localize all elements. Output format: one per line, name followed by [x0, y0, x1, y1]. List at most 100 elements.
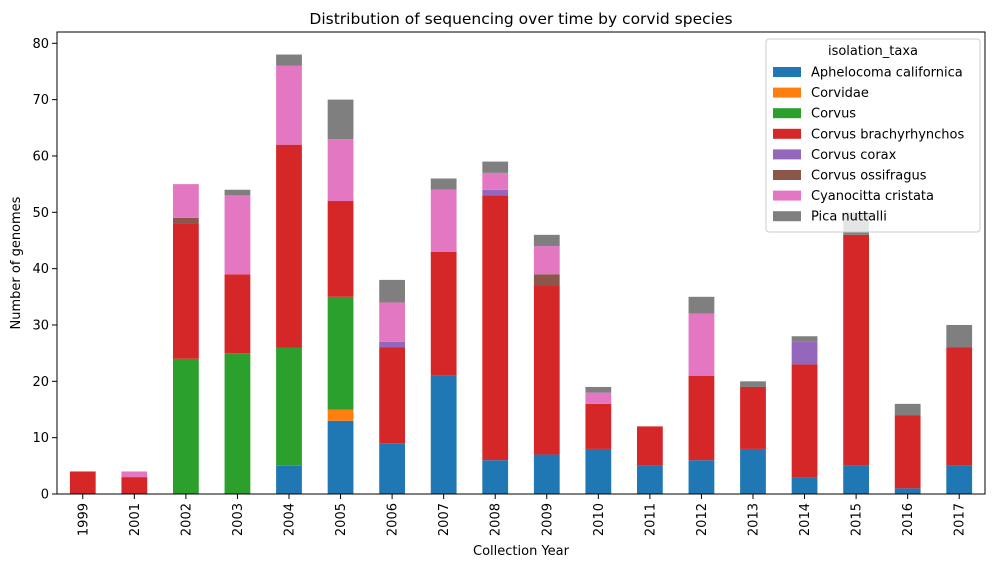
bar-segment-2008-0 [482, 460, 509, 494]
bar-segment-2012-6 [688, 313, 715, 376]
bar-segment-2014-3 [791, 364, 818, 478]
bar-segment-2014-7 [791, 336, 818, 342]
bar-segment-2013-0 [740, 448, 766, 494]
x-tick-label-2008: 2008 [489, 503, 504, 536]
bar-segment-2017-7 [946, 324, 973, 348]
bar-segment-2014-4 [791, 341, 818, 365]
legend-swatch-1 [773, 87, 801, 98]
bar-segment-2006-6 [379, 302, 405, 342]
y-tick-label-50: 50 [32, 206, 49, 221]
bar-segment-2016-7 [894, 403, 921, 416]
y-tick-label-20: 20 [32, 375, 49, 390]
bar-segment-2010-7 [585, 386, 612, 393]
x-tick-label-2007: 2007 [437, 503, 452, 536]
bar-segment-2005-2 [327, 296, 354, 410]
y-tick-label-80: 80 [32, 37, 49, 52]
x-tick-label-2014: 2014 [798, 503, 813, 536]
x-tick-label-2001: 2001 [128, 503, 143, 536]
plot-frame [56, 31, 986, 495]
bar-segment-2005-0 [327, 420, 354, 494]
legend-swatch-4 [773, 149, 801, 160]
bar-segment-2006-3 [379, 347, 405, 444]
bar-segment-2004-2 [276, 347, 302, 466]
bar-segment-2008-7 [482, 161, 509, 173]
legend-title: isolation_taxa [828, 44, 918, 59]
legend-swatch-3 [773, 128, 801, 139]
x-tick-label-2012: 2012 [695, 503, 710, 536]
bar-segment-2008-6 [482, 172, 509, 190]
y-tick-label-30: 30 [32, 318, 49, 333]
bar-segment-2016-0 [894, 488, 921, 494]
bar-segment-2016-3 [894, 415, 921, 489]
legend-label-7: Pica nuttalli [811, 210, 887, 225]
y-tick-label-60: 60 [32, 149, 49, 164]
bar-segment-2013-7 [740, 381, 766, 387]
x-tick-label-2010: 2010 [592, 503, 607, 536]
bar-segment-2017-3 [946, 347, 973, 466]
bar-segment-2009-7 [533, 234, 560, 247]
bar-segment-2015-3 [843, 234, 869, 466]
bar-segment-2014-0 [791, 477, 818, 494]
bar-segment-2003-3 [224, 274, 251, 354]
bar-segment-2011-0 [637, 465, 663, 494]
y-tick-label-10: 10 [32, 431, 49, 446]
legend-label-4: Corvus corax [811, 148, 897, 163]
x-tick-label-2002: 2002 [179, 503, 194, 536]
bars-layer [69, 54, 973, 494]
legend-label-6: Cyanocitta cristata [811, 189, 934, 204]
x-tick-label-2016: 2016 [901, 503, 916, 536]
x-tick-label-2004: 2004 [283, 503, 298, 536]
bar-segment-2007-6 [430, 189, 457, 252]
bar-segment-2005-3 [327, 201, 354, 297]
bar-segment-2007-0 [430, 375, 457, 494]
bar-segment-2002-2 [173, 358, 199, 494]
x-tick-label-2015: 2015 [850, 503, 865, 536]
bar-segment-2005-1 [327, 409, 354, 421]
bar-segment-2007-7 [430, 178, 457, 190]
bar-segment-2002-3 [173, 223, 199, 359]
bar-segment-2006-4 [379, 341, 405, 348]
bar-segment-2005-6 [327, 139, 354, 202]
bar-segment-2009-6 [533, 246, 560, 275]
bar-segment-2012-0 [688, 460, 715, 494]
bar-segment-2008-4 [482, 189, 509, 196]
legend-label-3: Corvus brachyrhynchos [811, 127, 964, 142]
legend-entries: Aphelocoma californica Corvidae Corvus Corv… [773, 66, 964, 225]
legend: isolation_taxa Aphelocoma californica Cor… [765, 38, 981, 233]
x-tick-label-2006: 2006 [386, 503, 401, 536]
legend-label-1: Corvidae [811, 86, 869, 101]
bar-segment-2017-0 [946, 465, 973, 494]
legend-swatch-6 [773, 190, 801, 201]
legend-swatch-0 [773, 67, 801, 77]
bar-segment-2006-7 [379, 279, 405, 303]
bar-segment-2010-6 [585, 392, 612, 404]
legend-swatch-7 [773, 211, 801, 222]
axes-layer: 0 10 20 30 40 50 60 70 80 1999 2001 2002 2003 2004 200… [32, 31, 986, 536]
legend-swatch-5 [773, 170, 801, 180]
chart-title: Distribution of sequencing over time by … [309, 10, 732, 28]
y-tick-label-0: 0 [41, 488, 49, 503]
bar-segment-2013-3 [740, 386, 766, 449]
bar-segment-2004-7 [276, 54, 302, 66]
bar-segment-2011-3 [637, 426, 663, 466]
legend-label-2: Corvus [811, 107, 856, 122]
bar-segment-2004-6 [276, 65, 302, 145]
legend-label-0: Aphelocoma californica [811, 66, 963, 81]
bar-segment-2015-0 [843, 465, 869, 494]
bar-segment-2001-6 [121, 471, 148, 478]
y-tick-label-70: 70 [32, 93, 49, 108]
bar-segment-2009-5 [533, 274, 560, 286]
bar-segment-1999-3 [69, 471, 96, 494]
bar-segment-2010-3 [585, 403, 612, 449]
y-tick-label-40: 40 [32, 262, 49, 277]
x-tick-label-2013: 2013 [747, 503, 762, 536]
bar-segment-2010-0 [585, 448, 612, 494]
x-axis-title: Collection Year [473, 544, 570, 559]
legend-label-5: Corvus ossifragus [811, 169, 927, 184]
bar-segment-2003-7 [224, 189, 251, 196]
bar-segment-2003-6 [224, 195, 251, 275]
bar-segment-2009-0 [533, 454, 560, 494]
x-tick-label-2017: 2017 [953, 503, 968, 536]
legend-swatch-2 [773, 108, 801, 119]
